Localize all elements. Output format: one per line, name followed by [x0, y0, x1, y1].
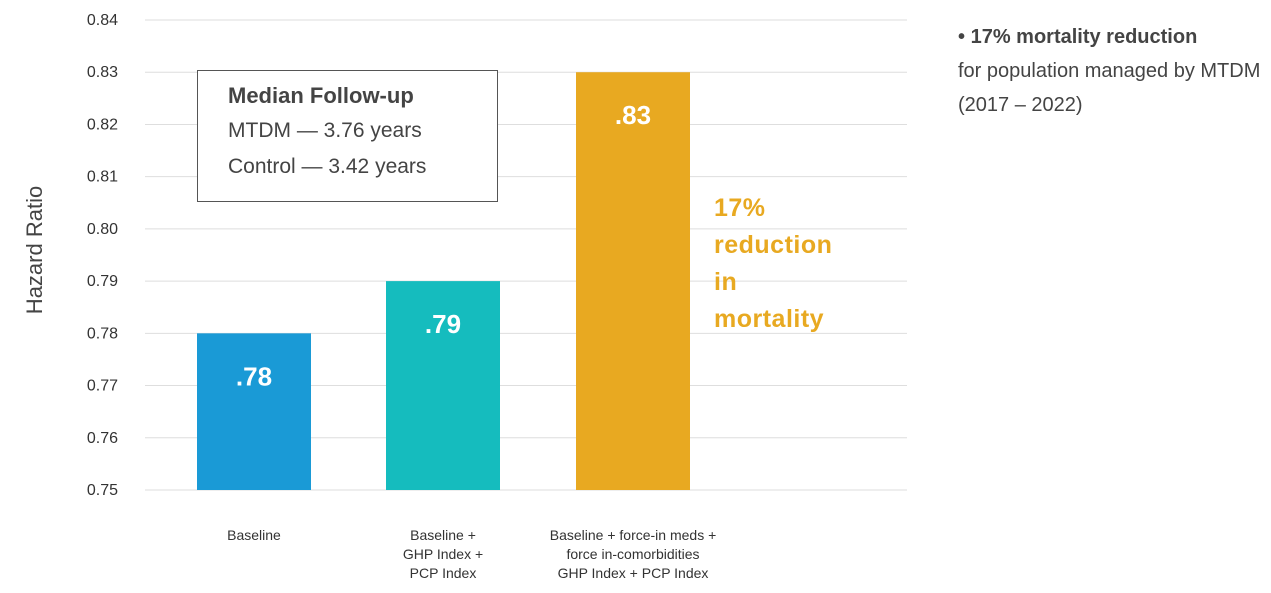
bar [386, 281, 500, 490]
bar-data-label: .83 [615, 100, 651, 130]
followup-mtdm: MTDM — 3.76 years [228, 119, 422, 142]
category-label: Baseline [227, 527, 281, 543]
category-label: Baseline + [410, 527, 476, 543]
callout-line: in [714, 268, 737, 296]
y-tick-label: 0.83 [87, 64, 118, 81]
bar [576, 72, 690, 490]
y-tick-label: 0.75 [87, 482, 118, 499]
callout-line: reduction [714, 231, 832, 259]
followup-control: Control — 3.42 years [228, 155, 427, 178]
y-tick-label: 0.76 [87, 430, 118, 447]
bar-data-label: .79 [425, 309, 461, 339]
callout-line: 17% [714, 194, 766, 222]
y-tick-label: 0.84 [87, 12, 118, 29]
category-label: GHP Index + PCP Index [558, 565, 709, 581]
side-note: • 17% mortality reduction for population… [958, 20, 1268, 122]
y-tick-label: 0.79 [87, 273, 118, 290]
bar-data-labels: .78 .79 .83 [236, 100, 651, 391]
y-tick-label: 0.81 [87, 169, 118, 186]
category-label: force in-comorbidities [566, 546, 699, 562]
category-labels: Baseline Baseline + GHP Index + PCP Index Ba… [227, 527, 716, 581]
y-axis-ticks: 0.84 0.83 0.82 0.81 0.80 0.79 0.78 0.77 0.76 0.75 [87, 12, 118, 499]
y-tick-label: 0.78 [87, 325, 118, 342]
bar [197, 333, 311, 490]
y-axis-label: Hazard Ratio [22, 186, 47, 314]
side-note-bullet: • [958, 26, 966, 48]
y-tick-label: 0.82 [87, 116, 118, 133]
bar-data-label: .78 [236, 361, 272, 391]
y-tick-label: 0.80 [87, 221, 118, 238]
y-tick-label: 0.77 [87, 378, 118, 395]
followup-title: Median Follow-up [228, 83, 414, 108]
side-note-text: for population managed by MTDM (2017 – 2… [958, 60, 1261, 116]
median-followup-box: Median Follow-up MTDM — 3.76 years Contr… [197, 70, 498, 202]
category-label: GHP Index + [403, 546, 483, 562]
side-note-headline: 17% mortality reduction [970, 26, 1198, 48]
category-label: PCP Index [410, 565, 477, 581]
callout-line: mortality [714, 305, 824, 333]
category-label: Baseline + force-in meds + [550, 527, 717, 543]
bars [197, 72, 690, 490]
mortality-callout: 17% reduction in mortality [714, 194, 832, 333]
